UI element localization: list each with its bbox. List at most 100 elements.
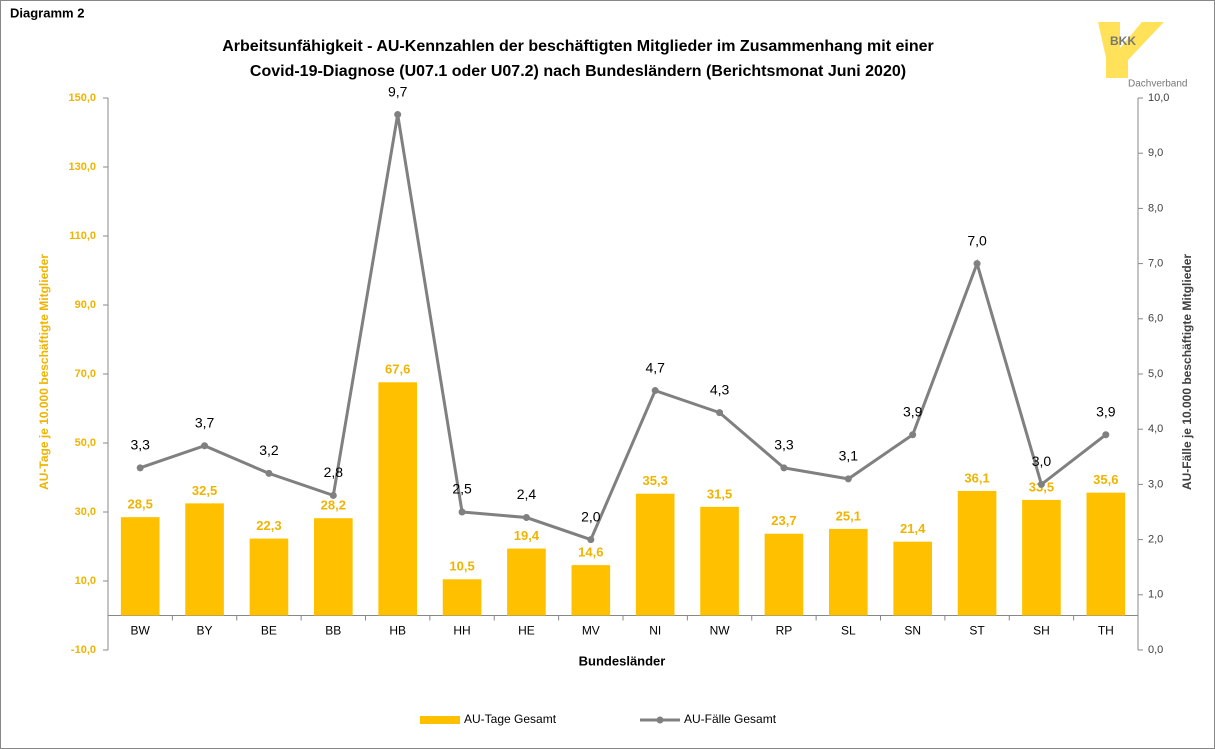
y2-tick-label: 4,0 [1148, 423, 1163, 435]
x-tick-label: SL [841, 624, 856, 638]
line-point [973, 260, 981, 268]
legend-label: AU-Fälle Gesamt [684, 712, 777, 726]
bar [829, 528, 868, 616]
bar [893, 541, 932, 616]
x-tick-label: SH [1033, 624, 1050, 638]
line-value-label: 2,5 [452, 481, 472, 497]
y2-tick-label: 6,0 [1148, 313, 1163, 325]
x-tick-label: NI [649, 624, 661, 638]
legend-label: AU-Tage Gesamt [464, 712, 557, 726]
y2-tick-label: 1,0 [1148, 589, 1163, 601]
line-value-label: 7,0 [967, 232, 987, 248]
line-point [844, 475, 852, 483]
bar [571, 565, 611, 616]
line-value-label: 3,2 [259, 442, 279, 458]
bar-value-label: 14,6 [578, 545, 603, 560]
line-point [394, 111, 402, 119]
logo: BKK Dachverband [1098, 22, 1187, 90]
bar-value-label: 28,5 [128, 497, 153, 512]
logo-shape [1098, 22, 1164, 78]
y2-tick-label: 5,0 [1148, 368, 1163, 380]
line-point [136, 464, 144, 472]
logo-subtext: Dachverband [1128, 79, 1187, 90]
line-point [458, 508, 466, 516]
line-value-label: 2,0 [581, 508, 601, 524]
x-axis-title: Bundesländer [579, 653, 666, 668]
y2-tick-label: 7,0 [1148, 258, 1163, 270]
line-value-label: 4,7 [645, 359, 665, 375]
x-tick-label: HH [453, 624, 470, 638]
bar-value-label: 10,5 [449, 559, 474, 574]
y2-tick-label: 9,0 [1148, 147, 1163, 159]
y2-tick-label: 0,0 [1148, 644, 1163, 656]
y2-tick-label: 8,0 [1148, 202, 1163, 214]
line-point [329, 491, 337, 499]
bar-value-label: 22,3 [256, 518, 281, 533]
y2-tick-label: 3,0 [1148, 478, 1163, 490]
x-tick-label: HB [389, 624, 406, 638]
y-tick-label: 10,0 [75, 575, 96, 587]
y2-axis-title: AU-Fälle je 10.000 beschäftigte Mitglied… [1180, 254, 1194, 490]
line-value-label: 3,7 [195, 414, 215, 430]
line-point [1037, 480, 1045, 488]
line-value-label: 4,3 [710, 381, 730, 397]
line-value-label: 3,9 [1096, 403, 1116, 419]
bar [700, 506, 739, 616]
x-tick-label: BE [261, 624, 277, 638]
bar [120, 517, 160, 616]
line-point [780, 464, 788, 472]
y2-tick-label: 10,0 [1148, 92, 1169, 104]
line-value-label: 2,8 [324, 464, 344, 480]
bar [1022, 499, 1061, 616]
bar [635, 493, 675, 616]
y-axis-title: AU-Tage je 10.000 beschäftigte Mitgliede… [37, 254, 51, 490]
y-tick-label: 130,0 [68, 161, 96, 173]
bar [378, 382, 417, 616]
bar [442, 579, 482, 616]
line-point [522, 514, 530, 522]
logo-text: BKK [1110, 34, 1136, 48]
bar-value-label: 28,2 [321, 498, 346, 513]
line-value-label: 2,4 [517, 486, 537, 502]
bar-value-label: 35,6 [1093, 472, 1118, 487]
y-tick-label: 90,0 [75, 299, 96, 311]
bar-value-label: 67,6 [385, 362, 410, 377]
bar-value-label: 35,3 [643, 473, 668, 488]
x-tick-label: MV [582, 624, 600, 638]
line-value-label: 3,3 [774, 437, 794, 453]
line-point [201, 442, 209, 450]
bar-value-label: 32,5 [192, 483, 217, 498]
y-tick-label: 70,0 [75, 368, 96, 380]
line-point [1102, 431, 1110, 439]
line-point [651, 387, 659, 395]
bar [764, 533, 804, 616]
bar [957, 490, 997, 616]
bar-value-label: 31,5 [707, 486, 732, 501]
y2-tick-label: 2,0 [1148, 534, 1163, 546]
line-point [587, 536, 595, 544]
x-tick-label: HE [518, 624, 535, 638]
line-value-label: 3,0 [1032, 453, 1052, 469]
bar [1086, 492, 1126, 616]
y-tick-label: 110,0 [69, 230, 96, 242]
legend-swatch [420, 716, 460, 724]
line [139, 114, 1107, 542]
bar [185, 503, 224, 616]
y-tick-label: 30,0 [75, 506, 96, 518]
bar-value-label: 23,7 [771, 513, 796, 528]
line-value-label: 3,1 [839, 448, 859, 464]
line-value-label: 9,7 [388, 83, 408, 99]
bar [249, 538, 289, 616]
chart-title: Covid-19-Diagnose (U07.1 oder U07.2) nac… [250, 63, 906, 80]
bar-value-label: 36,1 [964, 470, 989, 485]
y-tick-label: 150,0 [68, 92, 96, 104]
x-tick-label: ST [969, 624, 985, 638]
legend-swatch [656, 716, 664, 724]
x-tick-label: NW [710, 624, 731, 638]
x-tick-label: RP [776, 624, 793, 638]
x-tick-label: TH [1098, 624, 1114, 638]
y-tick-label: 50,0 [75, 437, 96, 449]
y-tick-label: -10,0 [71, 644, 96, 656]
